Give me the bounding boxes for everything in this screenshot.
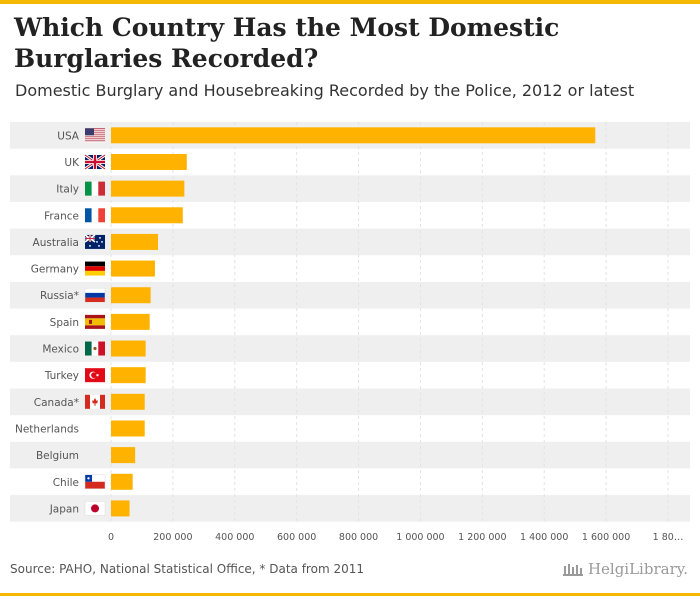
bar[interactable] (111, 233, 159, 250)
bottom-accent-bar (0, 593, 700, 596)
category-label: Belgium (36, 450, 79, 462)
bars (111, 127, 596, 517)
x-tick-label: 600 000 (277, 532, 316, 543)
category-labels: USA UK Italy France Australia Germany Russia* S… (15, 130, 80, 515)
chart-subtitle: Domestic Burglary and Housebreaking Reco… (15, 81, 635, 100)
australia-flag-icon (84, 234, 105, 249)
x-axis-ticks: 0 200 000 400 000 600 000 800 000 1 000 000 1 … (108, 532, 683, 543)
category-label: Germany (31, 264, 79, 276)
spain-flag-icon (85, 314, 105, 329)
library-icon (562, 564, 583, 576)
top-accent-bar (0, 0, 700, 4)
bar[interactable] (111, 207, 183, 224)
bar[interactable] (111, 287, 151, 304)
bar[interactable] (111, 447, 136, 464)
italy-flag-icon (85, 181, 105, 196)
bar[interactable] (111, 393, 145, 410)
x-tick-label: 1 600 000 (582, 532, 630, 543)
us-flag-icon (85, 128, 105, 143)
brand-name: HelgiLibrary. (587, 560, 688, 578)
category-label: Russia* (40, 290, 79, 302)
bar-chart: USA UK Italy France Australia Germany Russia* S… (10, 122, 690, 543)
flag-icons (84, 128, 106, 516)
bar[interactable] (111, 367, 146, 384)
x-tick-label: 200 000 (153, 532, 192, 543)
category-label: Japan (49, 503, 79, 515)
category-label: Italy (56, 184, 79, 196)
category-label: Australia (33, 237, 79, 249)
chile-flag-icon (84, 474, 106, 490)
x-tick-label: 1 400 000 (520, 532, 568, 543)
category-label: Chile (53, 477, 79, 489)
category-label: France (44, 210, 79, 222)
chart-title: Which Country Has the Most Domestic Burg… (14, 13, 560, 73)
x-tick-label: 400 000 (215, 532, 254, 543)
japan-flag-icon (84, 501, 106, 516)
turkey-flag-icon (85, 368, 105, 383)
x-tick-label: 1 200 000 (458, 532, 506, 543)
category-label: Netherlands (15, 423, 79, 435)
x-tick-label: 800 000 (339, 532, 378, 543)
russia-flag-icon (84, 287, 106, 303)
category-label: UK (64, 157, 80, 169)
bar[interactable] (111, 180, 185, 197)
category-label: USA (57, 130, 80, 142)
bar[interactable] (111, 153, 187, 170)
category-label: Spain (50, 317, 79, 329)
category-label: Turkey (44, 370, 79, 382)
germany-flag-icon (85, 261, 105, 276)
bar[interactable] (111, 420, 145, 437)
source-note: Source: PAHO, National Statistical Offic… (10, 562, 364, 576)
bar[interactable] (111, 340, 146, 357)
bar[interactable] (111, 127, 596, 144)
bar[interactable] (111, 260, 155, 277)
x-tick-label: 1 000 000 (396, 532, 444, 543)
brand-logo[interactable]: HelgiLibrary. (562, 560, 688, 578)
category-label: Canada* (34, 397, 79, 409)
mexico-flag-icon (85, 341, 105, 356)
x-tick-label: 1 80… (653, 532, 684, 543)
bar[interactable] (111, 500, 130, 517)
bar[interactable] (111, 473, 133, 490)
canada-flag-icon (85, 394, 105, 409)
bar[interactable] (111, 313, 150, 330)
uk-flag-icon (84, 153, 106, 171)
category-label: Mexico (42, 344, 79, 356)
france-flag-icon (85, 208, 105, 223)
x-tick-label: 0 (108, 532, 114, 543)
